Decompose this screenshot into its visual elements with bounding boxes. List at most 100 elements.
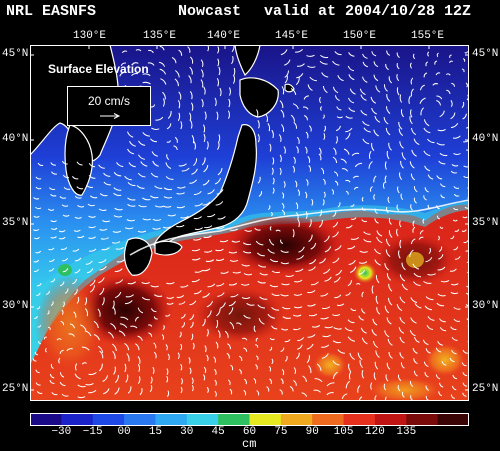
current-vector: [88, 389, 97, 394]
current-vector: [450, 326, 457, 331]
current-vector: [203, 165, 209, 173]
current-vector: [439, 110, 445, 118]
current-vector: [334, 180, 339, 186]
current-vector: [207, 189, 215, 195]
current-vector: [242, 242, 252, 246]
current-vector: [371, 51, 377, 57]
current-vector: [217, 58, 220, 67]
current-vector: [127, 197, 136, 201]
current-vector: [137, 172, 146, 178]
colorbar-swatch: [30, 413, 62, 426]
current-vector: [450, 123, 459, 129]
current-vector: [137, 335, 143, 341]
current-vector: [375, 85, 381, 93]
current-vector: [295, 48, 303, 53]
current-vector: [153, 316, 158, 320]
current-vector: [289, 386, 294, 392]
current-vector: [436, 52, 439, 58]
current-vector: [281, 124, 285, 133]
current-vector: [259, 272, 268, 276]
current-vector: [358, 269, 366, 275]
current-vector: [409, 380, 414, 387]
current-vector: [332, 257, 340, 264]
current-vector: [244, 229, 253, 232]
current-vector: [228, 307, 234, 315]
current-vector: [202, 268, 211, 272]
current-vector: [307, 65, 316, 68]
current-vector: [62, 257, 69, 262]
current-vector: [88, 226, 96, 229]
current-vector: [410, 88, 414, 97]
current-vector: [113, 215, 123, 218]
current-vector: [348, 107, 356, 112]
current-vector: [204, 345, 207, 353]
current-vector: [413, 281, 421, 286]
current-vector: [191, 377, 194, 384]
current-vector: [59, 349, 64, 354]
current-vector: [319, 209, 323, 217]
current-vector: [166, 140, 171, 143]
current-vector: [152, 218, 162, 221]
current-vector: [116, 162, 124, 168]
current-vector: [361, 219, 367, 223]
current-vector: [370, 382, 373, 390]
current-vector: [257, 176, 261, 184]
current-vector: [217, 292, 225, 297]
current-vector: [436, 100, 441, 106]
current-vector: [347, 245, 356, 250]
current-vector: [322, 199, 325, 206]
current-vector: [271, 167, 274, 175]
current-vector: [348, 363, 352, 372]
current-vector: [397, 374, 402, 382]
current-vector: [435, 347, 442, 353]
current-vector: [50, 220, 57, 223]
current-vector: [374, 259, 381, 266]
lat-label: 40°N: [472, 133, 499, 145]
current-vector: [423, 280, 432, 284]
current-vector: [138, 204, 147, 208]
current-vector: [348, 74, 355, 81]
current-vector: [279, 167, 282, 175]
current-vector: [453, 318, 460, 322]
current-vector: [165, 162, 172, 170]
current-vector: [49, 380, 55, 384]
current-vector: [400, 362, 405, 369]
current-vector: [336, 116, 343, 119]
current-vector: [76, 186, 84, 190]
current-vector: [371, 107, 378, 115]
current-vector: [81, 362, 87, 365]
current-vector: [285, 274, 294, 278]
current-vector: [35, 250, 42, 254]
current-vector: [75, 363, 78, 371]
current-vector: [258, 191, 263, 197]
current-vector: [58, 357, 61, 364]
current-vector: [376, 236, 383, 244]
current-vector: [178, 301, 186, 305]
current-vector: [361, 370, 364, 379]
current-vector: [101, 247, 110, 251]
current-vector: [305, 131, 309, 139]
current-vector: [59, 281, 65, 287]
current-vector: [437, 293, 446, 297]
current-vector: [398, 121, 403, 130]
current-vector: [282, 316, 291, 319]
current-vector: [238, 368, 242, 375]
current-vector: [353, 186, 359, 190]
current-vector: [360, 109, 368, 116]
current-vector: [439, 327, 447, 332]
current-vector: [269, 378, 272, 385]
current-vector: [414, 336, 420, 343]
current-vector: [88, 372, 97, 376]
current-vector: [130, 325, 138, 329]
current-vector: [290, 88, 297, 96]
current-vector: [50, 278, 56, 283]
current-vector: [412, 53, 416, 60]
current-vector: [257, 280, 266, 284]
current-vector: [306, 179, 309, 186]
current-vector: [243, 389, 247, 396]
current-vector: [51, 171, 57, 175]
current-vector: [307, 290, 316, 294]
current-vector: [292, 103, 299, 110]
current-vector: [424, 372, 429, 378]
current-vector: [69, 323, 75, 329]
